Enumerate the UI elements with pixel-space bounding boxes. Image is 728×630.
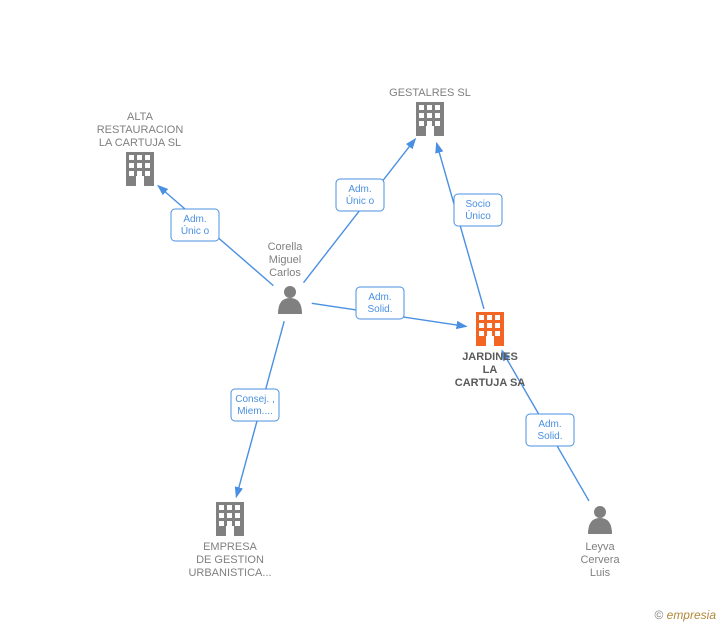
- brand-name: empresia: [667, 608, 716, 622]
- copyright-symbol: ©: [654, 608, 663, 622]
- node-label-gestalres: GESTALRES SL: [389, 87, 471, 99]
- edge-label-2: SocioÚnico: [465, 199, 491, 222]
- node-label-leyva: LeyvaCerveraLuis: [580, 541, 620, 579]
- node-jardines: [476, 312, 504, 346]
- node-leyva: [588, 506, 612, 534]
- node-label-empresa: EMPRESADE GESTIONURBANISTICA...: [188, 541, 271, 579]
- edge-label-5: Adm.Solid.: [537, 419, 562, 442]
- node-alta: [126, 152, 154, 186]
- edge-label-1: Adm.Únic o: [346, 184, 375, 207]
- network-diagram: Adm.Únic o Adm.Únic o SocioÚnico Adm.Solid.…: [0, 0, 728, 630]
- node-gestalres: [416, 102, 444, 136]
- node-label-jardines: JARDINESLACARTUJA SA: [455, 351, 526, 389]
- node-corella: [278, 286, 302, 314]
- edge-label-4: Consej. ,Miem....: [235, 394, 274, 417]
- node-label-corella: CorellaMiguelCarlos: [268, 241, 304, 279]
- edge-label-3: Adm.Solid.: [367, 292, 392, 315]
- edge-label-0: Adm.Únic o: [181, 214, 210, 237]
- node-empresa: [216, 502, 244, 536]
- copyright: © empresia: [654, 608, 716, 622]
- node-label-alta: ALTARESTAURACIONLA CARTUJA SL: [97, 111, 184, 149]
